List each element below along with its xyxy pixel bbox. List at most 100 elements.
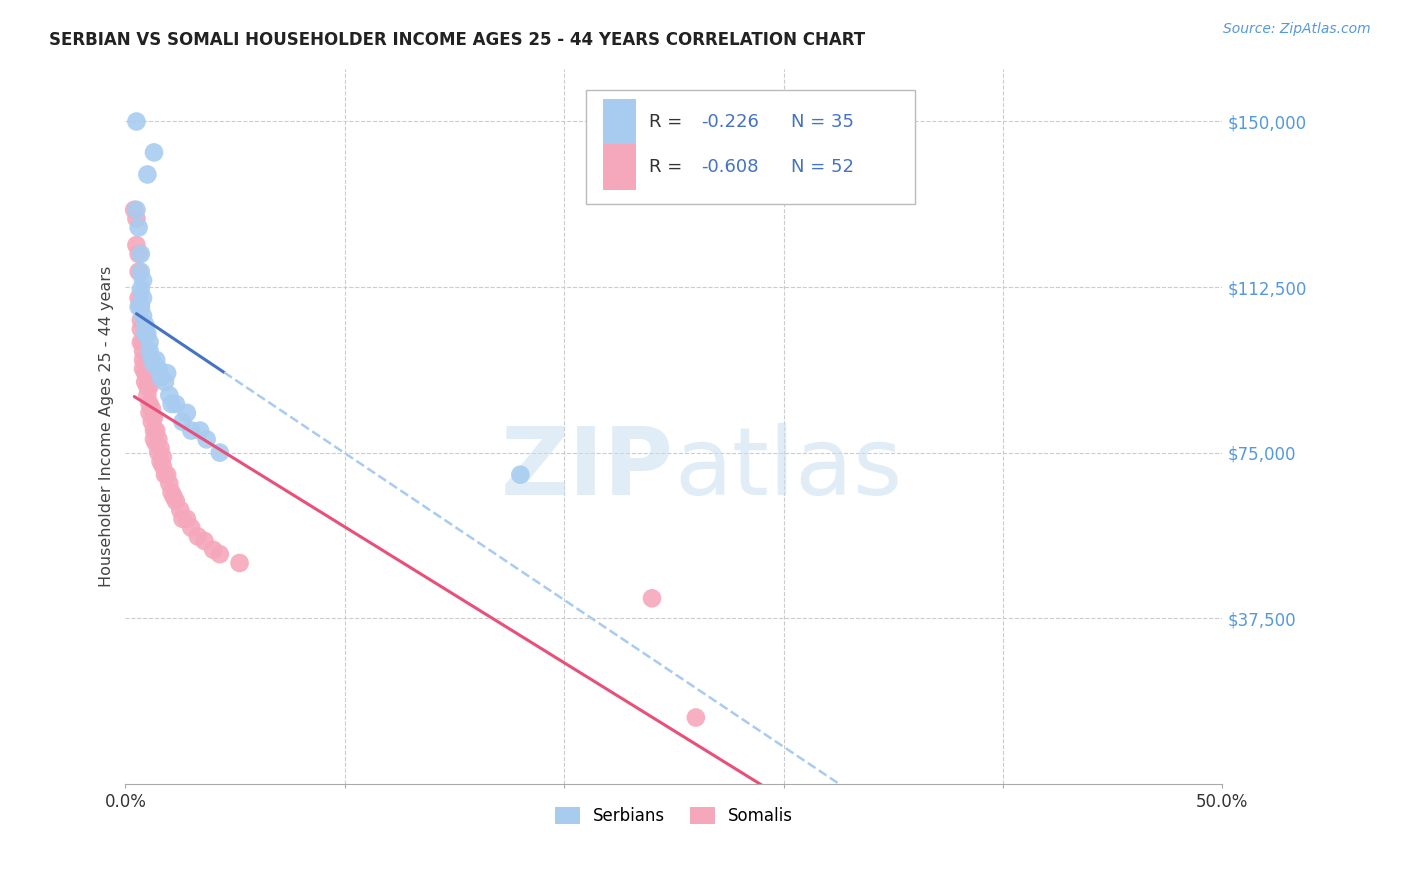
Point [169, 503, 191, 517]
Point [129, 322, 152, 336]
Text: -0.226: -0.226 [702, 113, 759, 131]
Text: N = 35: N = 35 [792, 113, 855, 131]
Point [125, 211, 148, 226]
Point [180, 424, 202, 438]
Point [129, 264, 152, 278]
Point [195, 433, 218, 447]
Point [188, 424, 211, 438]
Point [156, 366, 179, 380]
Point [208, 445, 231, 459]
Point [149, 454, 172, 468]
Point [134, 366, 156, 380]
Point [125, 238, 148, 252]
Point [134, 326, 156, 341]
Point [143, 357, 166, 371]
Point [125, 114, 148, 128]
Point [153, 375, 176, 389]
Point [136, 168, 159, 182]
Point [132, 291, 155, 305]
Point [122, 202, 145, 217]
Point [509, 467, 531, 482]
Point [134, 318, 156, 332]
Point [153, 467, 176, 482]
Point [132, 335, 155, 350]
Text: R =: R = [648, 113, 688, 131]
Point [128, 220, 150, 235]
Point [141, 401, 163, 416]
Point [136, 379, 159, 393]
Point [208, 547, 231, 561]
Point [165, 397, 187, 411]
Point [148, 433, 170, 447]
Text: Source: ZipAtlas.com: Source: ZipAtlas.com [1223, 22, 1371, 37]
Point [148, 445, 170, 459]
Point [176, 512, 198, 526]
Point [165, 494, 187, 508]
Point [228, 556, 250, 570]
Point [129, 247, 152, 261]
Text: R =: R = [648, 158, 688, 177]
Text: N = 52: N = 52 [792, 158, 855, 177]
Point [202, 542, 225, 557]
Point [129, 313, 152, 327]
Point [129, 282, 152, 296]
Point [132, 352, 155, 367]
Point [125, 202, 148, 217]
Point [160, 397, 183, 411]
Point [176, 406, 198, 420]
FancyBboxPatch shape [603, 144, 636, 191]
FancyBboxPatch shape [586, 90, 915, 204]
Point [148, 361, 170, 376]
Point [129, 300, 152, 314]
Point [128, 247, 150, 261]
Point [157, 388, 180, 402]
Point [156, 467, 179, 482]
Point [141, 415, 163, 429]
Point [132, 344, 155, 359]
Point [134, 375, 156, 389]
Point [145, 437, 167, 451]
Point [685, 710, 707, 724]
Point [138, 379, 160, 393]
Point [138, 344, 160, 359]
Point [136, 388, 159, 402]
Point [136, 326, 159, 341]
Point [143, 410, 166, 425]
Point [129, 300, 152, 314]
Y-axis label: Householder Income Ages 25 - 44 years: Householder Income Ages 25 - 44 years [100, 266, 114, 587]
Point [157, 476, 180, 491]
Text: atlas: atlas [673, 423, 903, 515]
Point [641, 591, 664, 606]
Point [149, 370, 172, 384]
Point [163, 490, 186, 504]
Legend: Serbians, Somalis: Serbians, Somalis [554, 807, 793, 825]
Point [128, 300, 150, 314]
Point [160, 485, 183, 500]
Point [149, 441, 172, 455]
FancyBboxPatch shape [603, 99, 636, 145]
Point [128, 264, 150, 278]
Point [172, 415, 194, 429]
Point [143, 145, 166, 160]
Text: ZIP: ZIP [501, 423, 673, 515]
Point [128, 291, 150, 305]
Text: SERBIAN VS SOMALI HOUSEHOLDER INCOME AGES 25 - 44 YEARS CORRELATION CHART: SERBIAN VS SOMALI HOUSEHOLDER INCOME AGE… [49, 31, 865, 49]
Point [138, 335, 160, 350]
Point [143, 424, 166, 438]
Point [132, 309, 155, 323]
Point [172, 512, 194, 526]
Point [141, 352, 163, 367]
Point [132, 361, 155, 376]
Point [134, 357, 156, 371]
Point [152, 458, 174, 473]
Point [145, 352, 167, 367]
Point [187, 529, 209, 543]
Point [145, 424, 167, 438]
Point [152, 450, 174, 464]
Point [138, 397, 160, 411]
Point [129, 335, 152, 350]
Point [193, 533, 215, 548]
Point [180, 521, 202, 535]
Point [138, 406, 160, 420]
Text: -0.608: -0.608 [702, 158, 759, 177]
